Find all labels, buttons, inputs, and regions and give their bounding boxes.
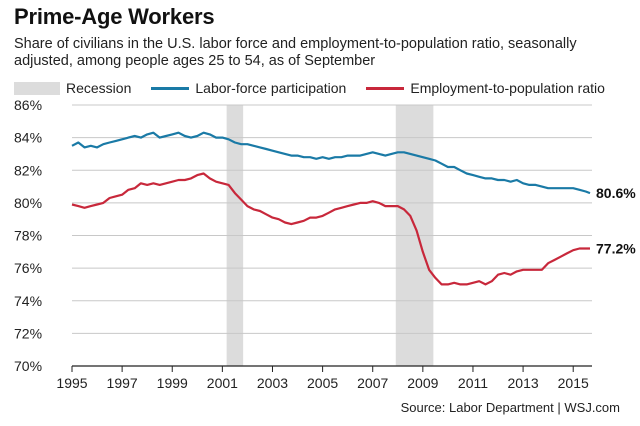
legend-swatch-employment [366,86,405,90]
series-employment-line [71,172,590,286]
x-tick-label: 2003 [257,375,288,391]
legend-label-employment: Employment-to-population ratio [410,80,605,96]
y-tick-label: 72% [14,325,42,341]
y-tick-label: 74% [14,293,42,309]
legend-label-labor-force: Labor-force participation [195,80,347,96]
x-tick-label: 2001 [207,375,238,391]
chart-legend: Recession Labor-force participation Empl… [14,78,625,98]
x-tick-label: 2005 [307,375,338,391]
y-tick-label: 78% [14,228,42,244]
y-tick-label: 80% [14,195,42,211]
chart-subtitle: Share of civilians in the U.S. labor for… [14,36,577,69]
x-tick-label: 2013 [508,375,539,391]
legend-swatch-recession [14,81,60,95]
y-tick-label: 70% [14,358,42,374]
end-label-labor-force: 80.6% [596,185,636,201]
y-tick-label: 76% [14,260,42,276]
x-tick-label: 1999 [157,375,188,391]
x-tick-label: 2011 [458,375,488,391]
y-tick-label: 82% [14,162,42,178]
x-tick-label: 2009 [407,375,438,391]
source-note: Source: Labor Department | WSJ.com [400,400,620,415]
x-tick-label: 2007 [357,375,388,391]
legend-swatch-labor-force [151,86,190,90]
chart-title: Prime-Age Workers [14,4,215,29]
x-tick-label: 1997 [107,375,138,391]
legend-item-employment: Employment-to-population ratio [366,80,605,96]
series-labor-force-line [71,131,591,195]
y-tick-label: 84% [14,130,42,146]
end-label-employment: 77.2% [596,241,636,257]
legend-item-recession: Recession [14,80,131,96]
legend-item-labor-force: Labor-force participation [151,80,346,96]
x-tick-label: 2015 [558,375,589,391]
x-tick-label: 1995 [56,375,87,391]
legend-label-recession: Recession [66,80,132,96]
y-tick-label: 86% [14,97,42,113]
